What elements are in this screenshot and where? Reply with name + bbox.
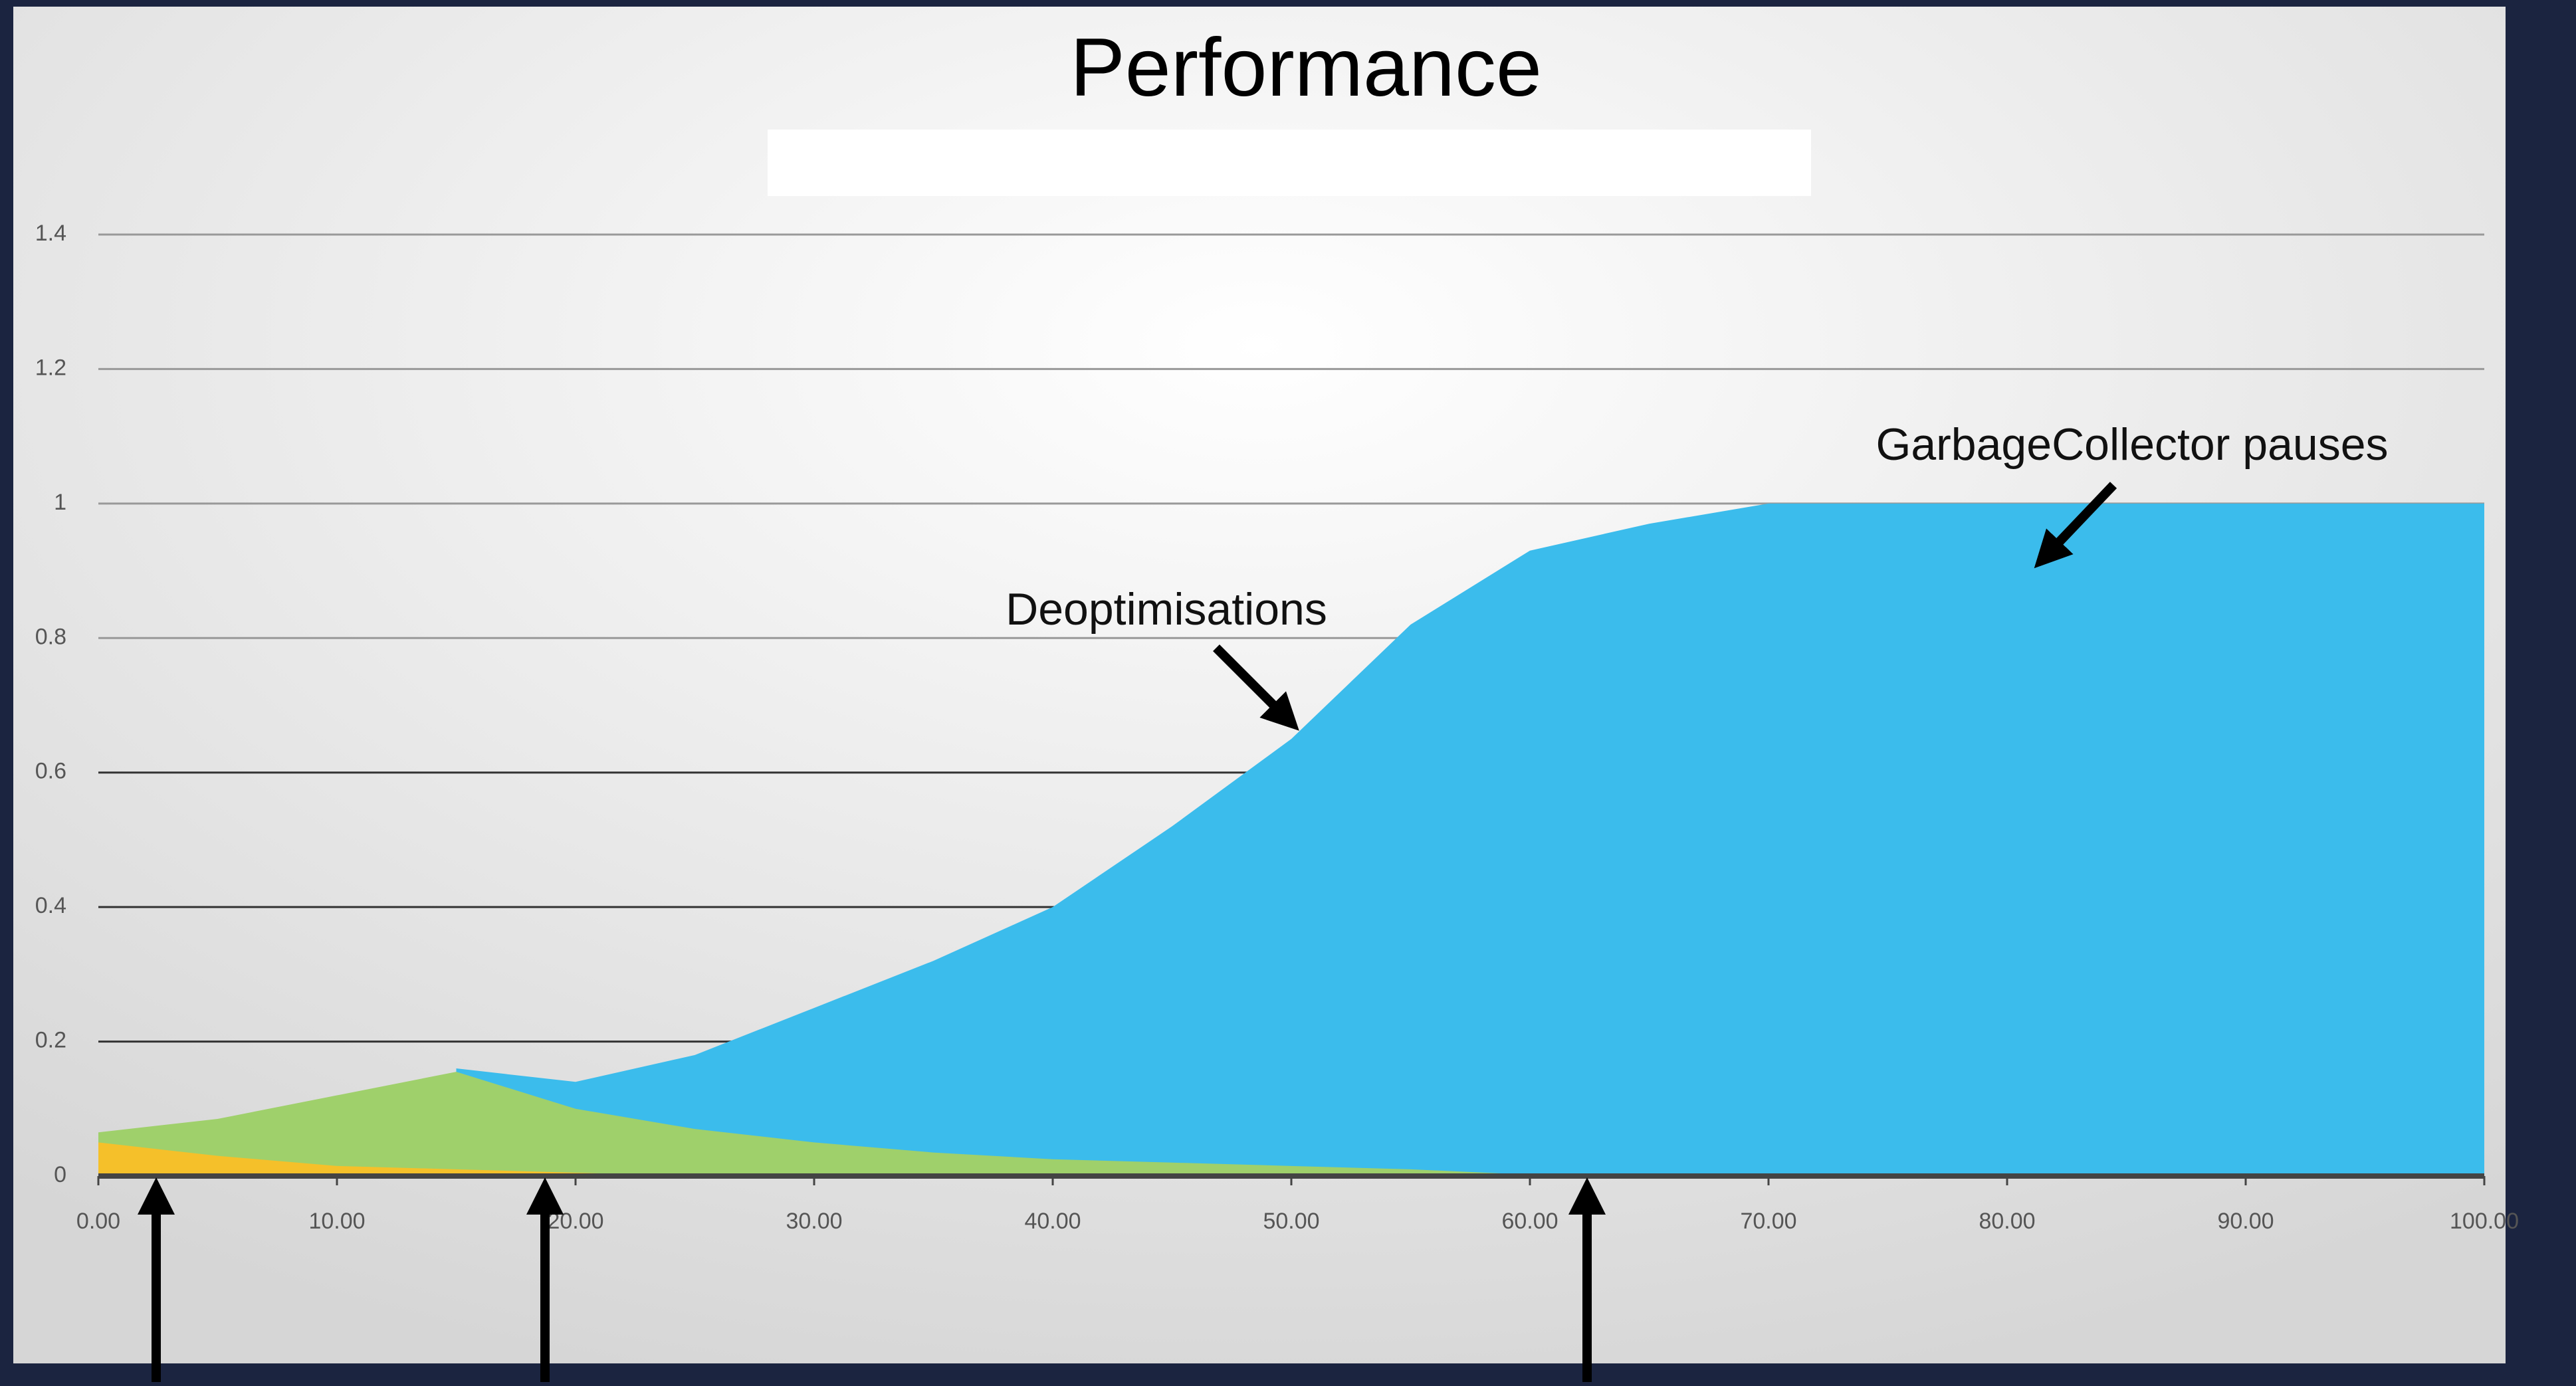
area	[98, 1072, 1530, 1176]
annotation: Deoptimisations	[1006, 584, 1327, 635]
x-tick-label: 0.00	[76, 1209, 120, 1234]
y-tick-label: 1	[54, 490, 66, 515]
x-tick-label: 20.00	[547, 1209, 603, 1234]
y-tick-label: 0.6	[35, 759, 66, 784]
x-tick-label: 60.00	[1501, 1209, 1558, 1234]
area	[98, 1142, 695, 1176]
annotation: GarbageCollector pauses	[1876, 419, 2388, 470]
x-tick-label: 40.00	[1024, 1209, 1081, 1234]
chart-title: Performance	[1070, 22, 1542, 114]
title-backdrop	[768, 130, 1811, 196]
x-tick-label: 80.00	[1979, 1209, 2035, 1234]
x-tick-label: 70.00	[1740, 1209, 1796, 1234]
y-tick-label: 0.2	[35, 1028, 66, 1053]
area	[456, 503, 2484, 1176]
arrow	[2034, 482, 2117, 569]
x-tick-label: 50.00	[1263, 1209, 1319, 1234]
plot-area: 0 0.2 0.4 0.6 0.8 1 1.2 1.4 0.00 10.00 20.00 30.00 4…	[35, 221, 2519, 1234]
x-tick-label: 30.00	[786, 1209, 842, 1234]
y-tick-label: 0.8	[35, 624, 66, 649]
x-tick-label: 90.00	[2217, 1209, 2274, 1234]
x-tick-label: 10.00	[308, 1209, 365, 1234]
x-tick-label: 100.00	[2450, 1209, 2519, 1234]
arrow	[1213, 644, 1299, 731]
y-tick-label: 1.4	[35, 221, 66, 246]
y-tick-label: 0	[54, 1162, 66, 1187]
arrows	[138, 482, 2117, 1382]
y-tick-label: 1.2	[35, 355, 66, 380]
y-tick-label: 0.4	[35, 893, 66, 918]
